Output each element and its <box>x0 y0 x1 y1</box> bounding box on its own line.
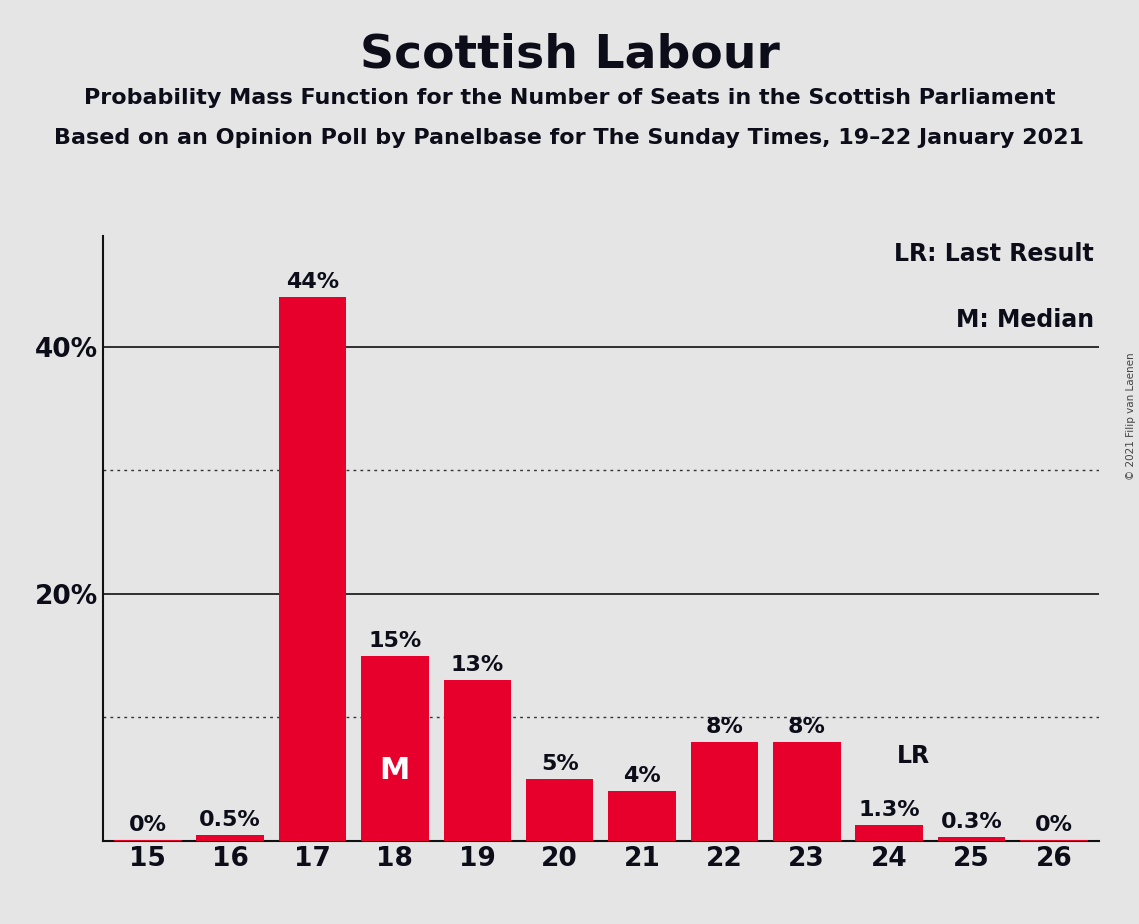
Text: © 2021 Filip van Laenen: © 2021 Filip van Laenen <box>1126 352 1136 480</box>
Text: M: Median: M: Median <box>956 309 1095 333</box>
Text: M: M <box>379 756 410 785</box>
Text: 8%: 8% <box>788 717 826 737</box>
Text: 0%: 0% <box>129 815 166 835</box>
Text: 13%: 13% <box>451 655 503 675</box>
Text: 5%: 5% <box>541 754 579 774</box>
Bar <box>773 742 841 841</box>
Text: LR: Last Result: LR: Last Result <box>894 242 1095 266</box>
Text: Based on an Opinion Poll by Panelbase for The Sunday Times, 19–22 January 2021: Based on an Opinion Poll by Panelbase fo… <box>55 128 1084 148</box>
Text: 44%: 44% <box>286 273 339 292</box>
Text: 0.5%: 0.5% <box>199 809 261 830</box>
Text: 4%: 4% <box>623 767 661 786</box>
Text: Scottish Labour: Scottish Labour <box>360 32 779 78</box>
Bar <box>526 779 593 841</box>
Bar <box>855 825 923 841</box>
Bar <box>279 298 346 841</box>
Text: 15%: 15% <box>368 630 421 650</box>
Bar <box>196 834 264 841</box>
Bar <box>361 655 428 841</box>
Text: 1.3%: 1.3% <box>859 800 920 820</box>
Text: 8%: 8% <box>705 717 744 737</box>
Text: 0%: 0% <box>1035 815 1073 835</box>
Text: LR: LR <box>898 744 931 768</box>
Text: Probability Mass Function for the Number of Seats in the Scottish Parliament: Probability Mass Function for the Number… <box>84 88 1055 108</box>
Text: 0.3%: 0.3% <box>941 812 1002 833</box>
Bar <box>608 792 675 841</box>
Bar <box>443 680 511 841</box>
Bar <box>937 837 1006 841</box>
Bar <box>690 742 759 841</box>
